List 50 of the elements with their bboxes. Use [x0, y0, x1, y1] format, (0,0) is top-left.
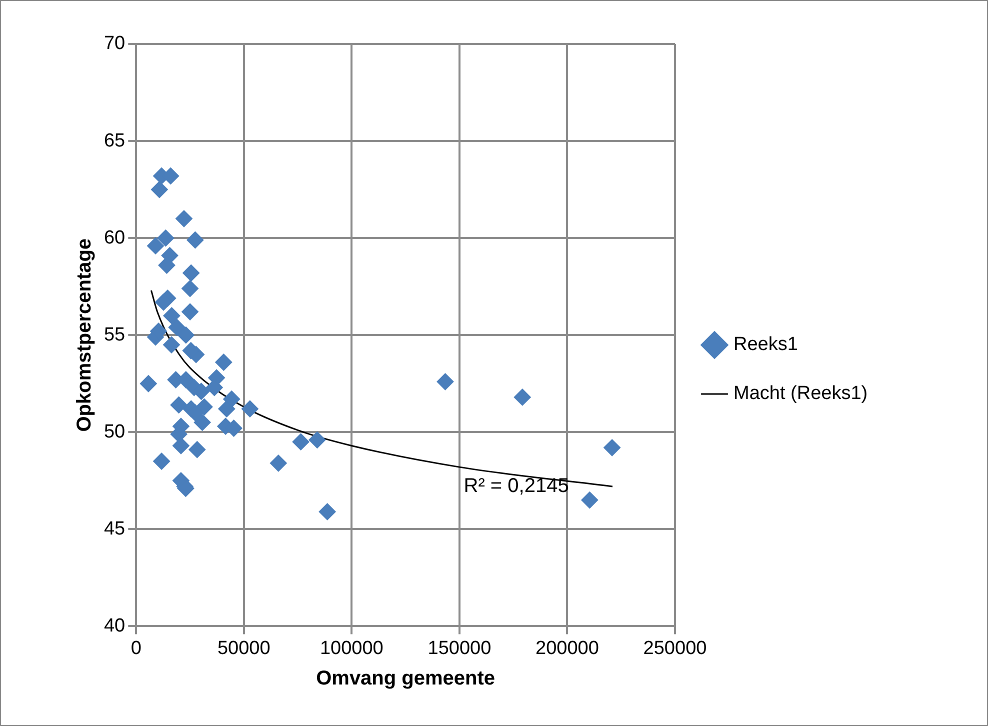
y-tick-label: 65 [104, 130, 126, 152]
x-tick-label: 250000 [643, 638, 707, 659]
point [186, 232, 204, 249]
y-axis-title: Opkomstpercentage [74, 238, 96, 432]
x-tick-label: 150000 [428, 638, 492, 659]
point [182, 303, 199, 320]
point [168, 318, 186, 336]
point [155, 294, 172, 311]
point [162, 336, 180, 354]
point [308, 431, 326, 448]
point [147, 237, 164, 254]
point [170, 396, 188, 414]
point [514, 388, 531, 406]
point [177, 326, 194, 344]
x-tick-label: 50000 [217, 638, 270, 659]
point [241, 400, 258, 418]
legend-label: Macht (Reeks1) [734, 383, 868, 404]
legend-label: Reeks1 [734, 334, 798, 356]
point [182, 264, 200, 282]
point [158, 256, 176, 274]
point [186, 404, 204, 422]
point [604, 439, 621, 456]
y-tick-label: 60 [104, 227, 126, 248]
point [182, 280, 199, 298]
point [215, 354, 232, 371]
point [175, 210, 192, 228]
x-tick-label: 100000 [320, 638, 384, 659]
x-tick-label: 200000 [536, 638, 599, 659]
point [292, 433, 310, 450]
y-tick-label: 50 [104, 421, 126, 442]
point [218, 400, 236, 418]
point [194, 414, 211, 431]
point [318, 503, 336, 520]
x-tick-label: 0 [130, 638, 142, 659]
y-tick-label: 40 [104, 615, 126, 636]
point [150, 181, 168, 198]
point [163, 307, 180, 324]
point [157, 230, 174, 247]
y-tick-label: 55 [104, 324, 126, 346]
y-tick-label: 45 [104, 518, 126, 540]
point [188, 441, 206, 458]
y-tick-label: 70 [104, 33, 126, 54]
point [581, 492, 598, 509]
point [436, 373, 454, 390]
point [153, 452, 170, 470]
point [140, 375, 157, 392]
x-axis-title: Omvang gemeente [316, 668, 496, 690]
point [270, 454, 287, 472]
point [172, 437, 190, 454]
annotation: R² = 0,2145 [464, 474, 569, 497]
